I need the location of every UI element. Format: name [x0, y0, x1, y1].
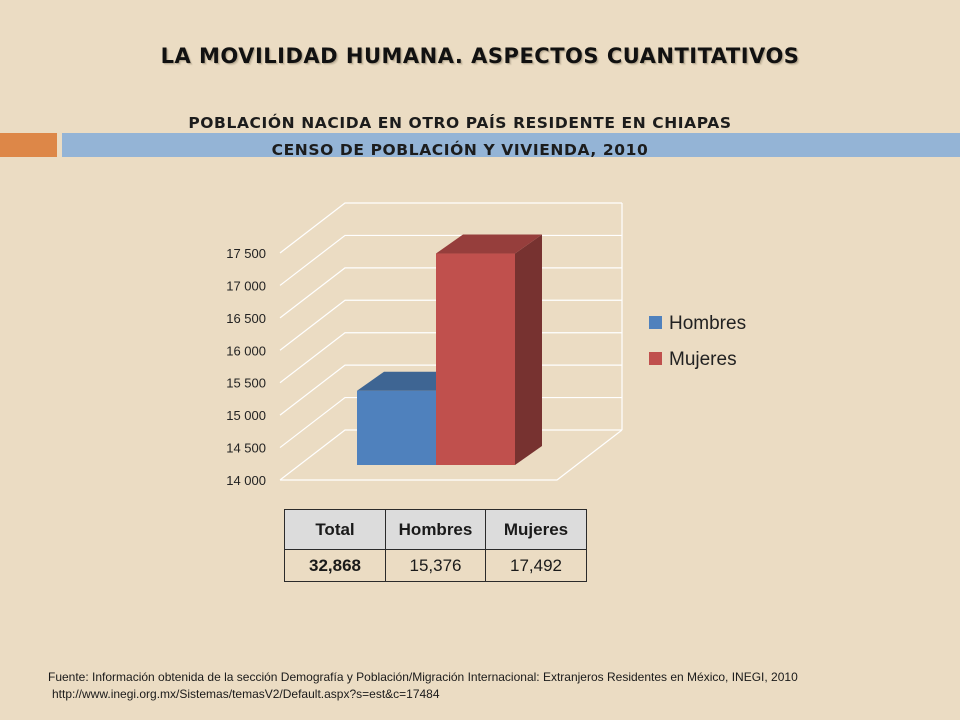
- legend-swatch: [649, 316, 662, 329]
- table-header-row: Total Hombres Mujeres: [284, 509, 587, 550]
- source-url: http://www.inegi.org.mx/Sistemas/temasV2…: [52, 687, 440, 701]
- table-cell-total: 32,868: [284, 549, 386, 582]
- y-tick-label: 16 500: [226, 311, 266, 326]
- table-row: 32,868 15,376 17,492: [284, 549, 587, 582]
- legend-label: Mujeres: [669, 349, 737, 370]
- slide-title: LA MOVILIDAD HUMANA. ASPECTOS CUANTITATI…: [160, 44, 800, 68]
- chart-subtitle-line1: POBLACIÓN NACIDA EN OTRO PAÍS RESIDENTE …: [188, 114, 732, 132]
- table-cell-mujeres: 17,492: [485, 549, 587, 582]
- source-note: Fuente: Información obtenida de la secci…: [48, 670, 798, 684]
- bar-side: [515, 234, 542, 465]
- table-header-total: Total: [284, 509, 386, 550]
- bar: [357, 390, 436, 465]
- bar-top: [436, 234, 542, 254]
- y-tick-label: 17 000: [226, 278, 266, 293]
- y-tick-label: 15 000: [226, 408, 266, 423]
- accent-bar-blue: [62, 133, 960, 157]
- gridline: [279, 202, 622, 254]
- table-cell-hombres: 15,376: [385, 549, 486, 582]
- table-header-mujeres: Mujeres: [485, 509, 587, 550]
- legend-label: Hombres: [669, 313, 746, 334]
- accent-bar-orange: [0, 133, 57, 157]
- y-tick-label: 16 000: [226, 343, 266, 358]
- floor-edge: [280, 429, 623, 481]
- y-tick-label: 15 500: [226, 376, 266, 391]
- y-tick-label: 14 500: [226, 441, 266, 456]
- chart-subtitle-line2: CENSO DE POBLACIÓN Y VIVIENDA, 2010: [271, 141, 649, 159]
- y-tick-label: 14 000: [226, 473, 266, 488]
- bar: [436, 253, 515, 465]
- legend-swatch: [649, 352, 662, 365]
- table-header-hombres: Hombres: [385, 509, 486, 550]
- population-table: Total Hombres Mujeres 32,868 15,376 17,4…: [284, 509, 587, 582]
- y-tick-label: 17 500: [226, 246, 266, 261]
